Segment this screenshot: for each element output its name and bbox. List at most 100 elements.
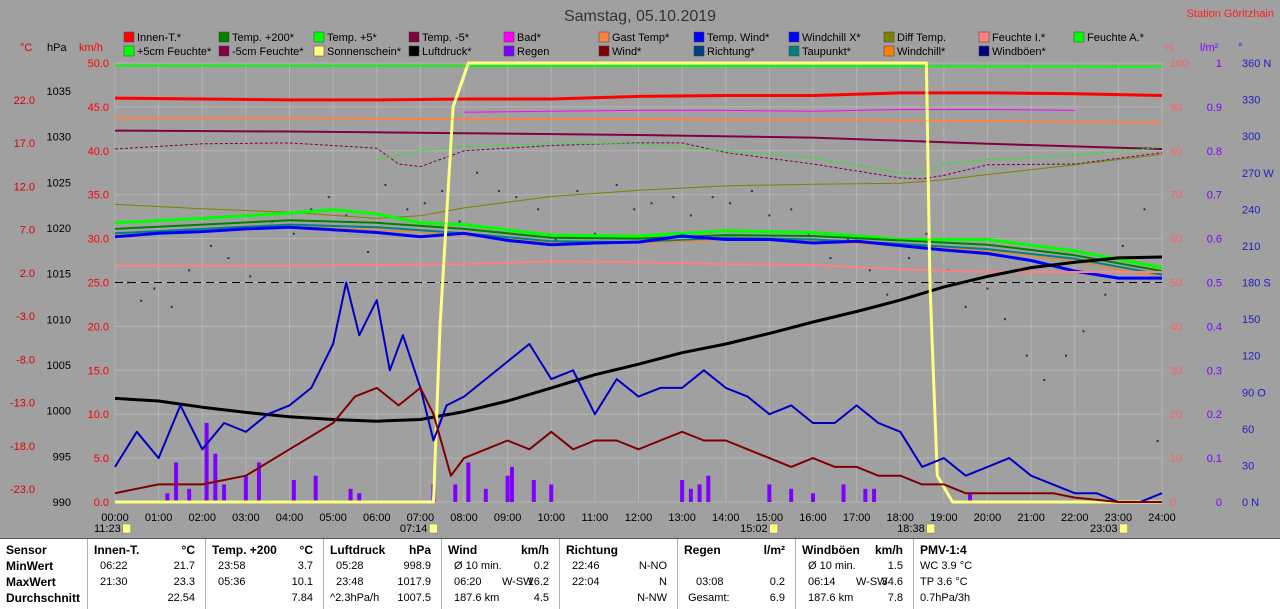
stats-col-sensor: Sensor MinWert MaxWert Durchschnitt <box>0 539 88 609</box>
stats-temp200-min-time: 23:58 <box>218 560 246 572</box>
direction-point <box>127 281 130 284</box>
legend-swatch <box>788 31 800 43</box>
stats-col-richtung: Richtung 22:46 N-NO 22:04 N N-NW <box>560 539 678 609</box>
axis-tick-c: -13.0 <box>10 398 35 410</box>
direction-point <box>986 287 989 290</box>
direction-point <box>310 208 313 211</box>
axis-tick-time: 13:00 <box>668 512 696 524</box>
direction-point <box>886 293 889 296</box>
legend-label: Temp. Wind* <box>707 32 770 44</box>
rain-bar <box>531 480 536 502</box>
legend-swatch <box>598 45 610 57</box>
legend-label: Temp. +200* <box>232 32 295 44</box>
axis-tick-pct: 40 <box>1170 321 1182 333</box>
legend-label: Temp. +5* <box>327 32 378 44</box>
axis-tick-lm: 0.9 <box>1207 102 1222 114</box>
series-line <box>114 219 1163 273</box>
legend-swatch <box>123 45 135 57</box>
rain-bar <box>204 422 209 502</box>
axis-unit-dir: ° <box>1238 42 1242 54</box>
legend-label: Windchill X* <box>802 32 861 44</box>
axis-tick-time: 18:00 <box>886 512 914 524</box>
legend-swatch <box>503 31 515 43</box>
axis-tick-time: 05:00 <box>319 512 347 524</box>
axis-tick-hpa: 1010 <box>47 314 71 326</box>
statistics-panel: Sensor MinWert MaxWert Durchschnitt Inne… <box>0 538 1280 609</box>
direction-point <box>576 190 579 193</box>
axis-tick-kmh: 25.0 <box>88 278 109 290</box>
axis-tick-dir: 270 W <box>1242 168 1274 180</box>
series-line <box>114 281 1163 503</box>
stats-wind-title: Wind <box>448 543 478 557</box>
direction-point <box>964 305 967 308</box>
series-line <box>114 208 1163 270</box>
legend-label: Diff Temp. <box>897 32 946 44</box>
stats-regen-total-label: Gesamt: <box>688 592 730 604</box>
stats-luftdruck-trend: ^2.3hPa/h <box>330 592 380 604</box>
legend-swatch <box>218 31 230 43</box>
axis-tick-dir: 60 <box>1242 424 1254 436</box>
stats-windboeen-max: 34.6 <box>881 576 903 588</box>
axis-tick-dir: 300 <box>1242 131 1260 143</box>
series-line <box>114 91 1163 102</box>
direction-point <box>1121 244 1124 247</box>
rain-bar <box>357 493 362 502</box>
sun-marker-icon <box>122 523 131 534</box>
direction-point <box>140 299 143 302</box>
axis-tick-hpa: 1025 <box>47 177 71 189</box>
direction-point <box>868 269 871 272</box>
axis-tick-pct: 20 <box>1170 409 1182 421</box>
stats-windboeen-min: 1.5 <box>887 560 903 572</box>
stats-wind-max-dir: W-SW <box>502 576 534 588</box>
plot-grid <box>114 62 1163 503</box>
chart-title: Samstag, 05.10.2019 <box>564 8 716 25</box>
direction-point <box>1143 208 1146 211</box>
direction-point <box>672 196 675 199</box>
time-marker-label: 18:38 <box>897 523 925 535</box>
legend-swatch <box>978 45 990 57</box>
rain-bar <box>243 475 248 502</box>
axis-tick-time: 19:00 <box>930 512 958 524</box>
rain-bar <box>789 488 794 502</box>
stats-pmv-tp: TP 3.6 °C <box>920 576 968 588</box>
legend-label: Windchill* <box>897 46 946 58</box>
sun-marker-icon <box>429 523 438 534</box>
stats-wind-min: 0.2 <box>533 560 549 572</box>
axis-tick-time: 12:00 <box>625 512 653 524</box>
axis-tick-time: 01:00 <box>145 512 173 524</box>
series-line <box>376 143 1163 174</box>
stats-luftdruck-min: 998.9 <box>403 560 431 572</box>
series-line <box>114 142 1163 180</box>
legend-swatch <box>503 45 515 57</box>
axis-tick-c: -23.0 <box>10 484 35 496</box>
direction-point <box>384 183 387 186</box>
axis-tick-dir: 240 <box>1242 204 1260 216</box>
sun-marker-icon <box>926 523 935 534</box>
stats-windboeen-max-time: 06:14 <box>808 576 836 588</box>
rain-bar <box>348 488 353 502</box>
axis-tick-time: 07:00 <box>407 512 435 524</box>
axis-tick-pct: 70 <box>1170 190 1182 202</box>
stats-innen-min: 21.7 <box>173 560 195 572</box>
axis-tick-hpa: 995 <box>53 451 71 463</box>
axis-tick-time: 10:00 <box>537 512 565 524</box>
direction-point <box>537 208 540 211</box>
station-name: Station Göritzhain <box>1187 8 1274 20</box>
direction-point <box>423 202 426 205</box>
axis-tick-hpa: 1015 <box>47 269 71 281</box>
axis-tick-dir: 150 <box>1242 314 1260 326</box>
axis-tick-lm: 1 <box>1216 58 1222 70</box>
direction-point <box>593 232 596 235</box>
axis-tick-time: 04:00 <box>276 512 304 524</box>
series-line <box>114 386 1162 503</box>
axis-tick-hpa: 990 <box>53 497 71 509</box>
stats-col-temp200: Temp. +200 °C 23:58 3.7 05:36 10.1 7.84 <box>206 539 324 609</box>
axis-tick-dir: 0 N <box>1242 497 1259 509</box>
series-line <box>114 225 1162 280</box>
direction-point <box>292 232 295 235</box>
stats-max-label: MaxWert <box>6 575 56 589</box>
axis-unit-c: °C <box>20 42 32 54</box>
time-marker-label: 23:03 <box>1090 523 1118 535</box>
axis-unit-lm: l/m² <box>1200 42 1219 54</box>
stats-richtung-max-time: 22:04 <box>572 576 600 588</box>
